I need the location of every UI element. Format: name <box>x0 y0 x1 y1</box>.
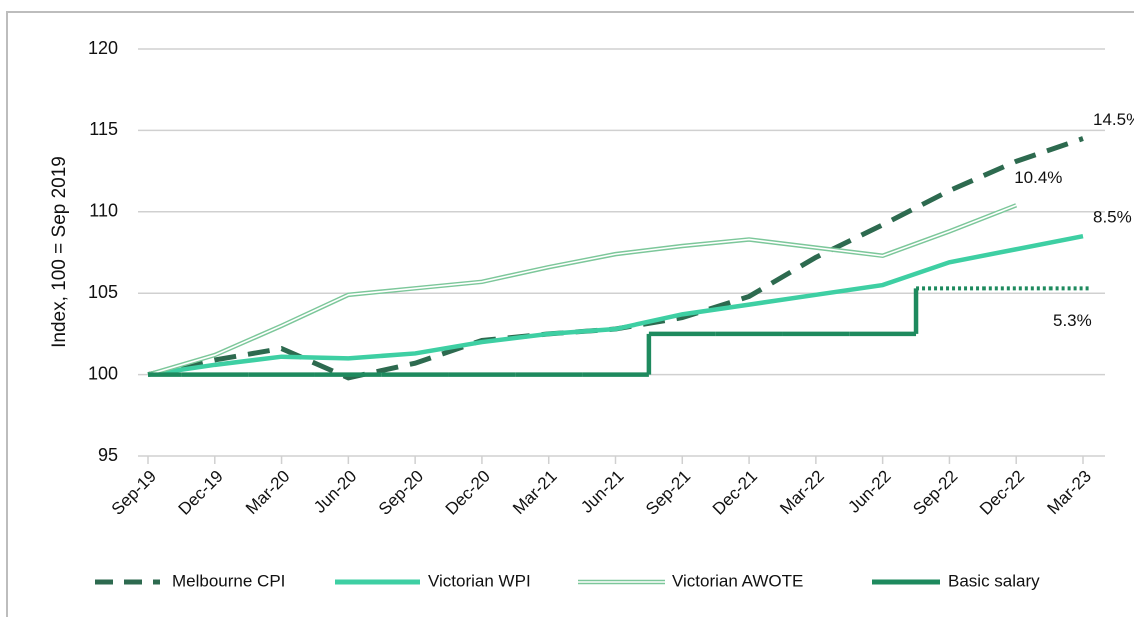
awote-outer <box>147 203 1018 377</box>
legend-item: Victorian WPI <box>335 571 531 590</box>
x-tick-label: Sep-20 <box>375 467 427 519</box>
x-tick-label: Dec-21 <box>709 467 761 519</box>
legend-item: Victorian AWOTE <box>578 571 803 590</box>
end-label: 8.5% <box>1093 208 1132 227</box>
wpi-line <box>147 234 1084 377</box>
end-label: 5.3% <box>1053 311 1092 330</box>
x-tick-label: Jun-22 <box>844 467 894 517</box>
end-label: 14.5% <box>1093 110 1134 129</box>
x-tick-label: Sep-19 <box>108 467 160 519</box>
x-tick-label: Jun-21 <box>577 467 627 517</box>
y-tick-label: 110 <box>89 201 118 221</box>
legend-item: Melbourne CPI <box>95 571 285 590</box>
legend-label: Victorian WPI <box>428 571 531 590</box>
x-tick-label: Sep-22 <box>909 467 961 519</box>
x-tick-label: Mar-20 <box>242 467 294 519</box>
x-tick-label: Mar-23 <box>1043 467 1095 519</box>
y-tick-label: 100 <box>88 363 118 383</box>
y-tick-label: 120 <box>88 38 118 58</box>
legend-item: Basic salary <box>872 571 1040 590</box>
x-tick-label: Dec-20 <box>442 467 494 519</box>
legend-label: Victorian AWOTE <box>672 571 803 590</box>
legend-label: Melbourne CPI <box>172 571 285 590</box>
awote-line <box>147 203 1018 377</box>
x-tick-label: Dec-22 <box>976 467 1028 519</box>
frame <box>6 11 1134 622</box>
x-tick-label: Mar-22 <box>776 467 828 519</box>
y-axis-label: Index, 100 = Sep 2019 <box>49 156 70 348</box>
x-tick-label: Dec-19 <box>175 467 227 519</box>
y-tick-label: 95 <box>98 445 118 465</box>
y-tick-label: 115 <box>89 119 118 139</box>
legend-label: Basic salary <box>948 571 1040 590</box>
awote-inner <box>147 204 1017 376</box>
cpi-line <box>147 136 1084 381</box>
end-label: 10.4% <box>1014 168 1062 187</box>
x-tick-label: Sep-21 <box>642 467 694 519</box>
x-tick-label: Mar-21 <box>509 467 561 519</box>
y-tick-label: 105 <box>88 282 118 302</box>
x-tick-label: Jun-20 <box>310 467 360 517</box>
